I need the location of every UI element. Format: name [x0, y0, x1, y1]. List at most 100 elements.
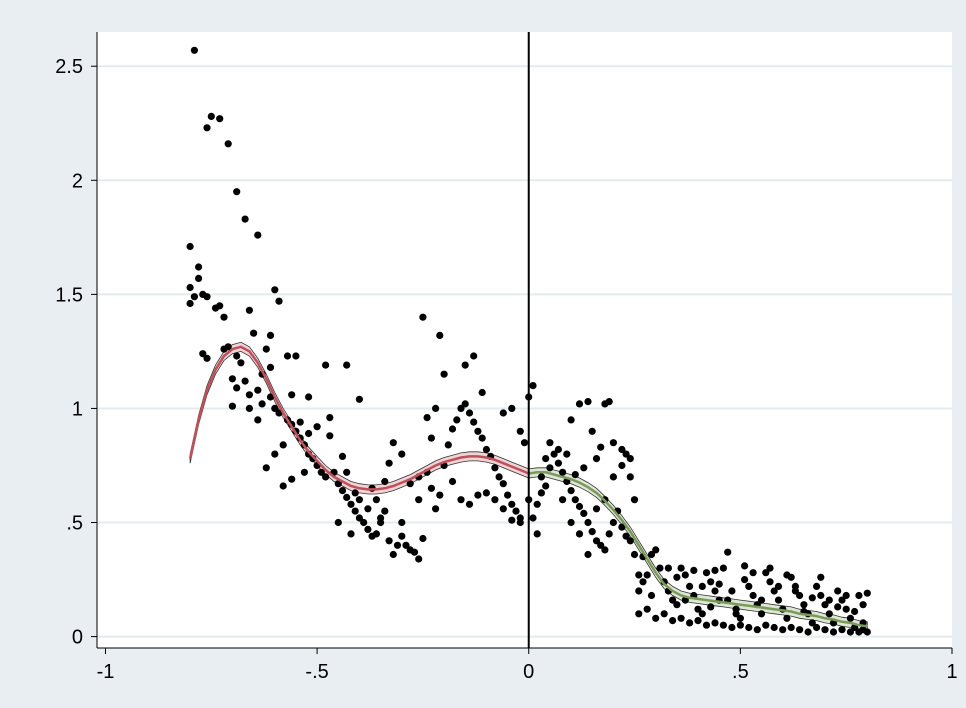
- data-point: [419, 534, 427, 543]
- data-point: [351, 489, 359, 497]
- data-point: [271, 450, 279, 458]
- data-point: [457, 496, 465, 504]
- data-point: [360, 518, 368, 527]
- data-point: [385, 537, 393, 545]
- data-point: [783, 614, 791, 622]
- data-point: [588, 528, 596, 536]
- data-point: [266, 393, 275, 401]
- data-point: [821, 601, 829, 609]
- x-tick-label: 1: [946, 661, 957, 683]
- data-point: [618, 461, 626, 470]
- data-point: [825, 610, 833, 618]
- data-point: [482, 445, 490, 454]
- data-point: [817, 591, 825, 600]
- data-point: [288, 475, 296, 483]
- data-point: [639, 578, 647, 586]
- data-point: [736, 621, 745, 629]
- data-point: [448, 425, 457, 433]
- x-tick-label: 0: [523, 661, 534, 683]
- data-point: [542, 482, 550, 490]
- data-point: [271, 404, 279, 412]
- data-point: [465, 409, 474, 417]
- data-point: [592, 455, 601, 463]
- data-point: [482, 489, 490, 497]
- data-point: [808, 619, 816, 627]
- data-point: [702, 621, 711, 629]
- data-point: [444, 441, 452, 449]
- data-point: [626, 537, 634, 545]
- data-point: [770, 623, 778, 632]
- y-tick-label: 2: [72, 170, 83, 192]
- data-point: [453, 416, 461, 424]
- data-point: [296, 418, 304, 426]
- data-point: [724, 548, 732, 556]
- data-point: [410, 548, 419, 556]
- data-point: [774, 582, 783, 591]
- data-point: [440, 370, 448, 378]
- data-point: [470, 352, 478, 360]
- data-point: [630, 496, 639, 504]
- data-point: [470, 418, 478, 426]
- data-point: [275, 409, 283, 417]
- data-point: [698, 582, 706, 591]
- data-point: [313, 423, 321, 431]
- data-point: [338, 452, 347, 460]
- data-point: [355, 496, 363, 504]
- data-point: [741, 562, 749, 570]
- data-point: [630, 550, 639, 559]
- data-point: [618, 445, 626, 454]
- data-point: [762, 569, 770, 577]
- data-point: [499, 409, 507, 417]
- data-point: [694, 605, 702, 613]
- data-point: [207, 112, 215, 120]
- data-point: [364, 505, 372, 513]
- data-point: [664, 564, 673, 572]
- data-point: [377, 514, 385, 522]
- data-point: [571, 471, 579, 479]
- data-point: [652, 614, 660, 622]
- data-point: [796, 626, 804, 634]
- data-point: [804, 628, 812, 636]
- left-fit-line: [188, 345, 530, 491]
- data-point: [491, 464, 499, 472]
- data-point: [825, 596, 833, 604]
- data-point: [415, 555, 423, 563]
- data-point: [609, 473, 618, 481]
- data-point: [597, 541, 605, 549]
- data-point: [326, 414, 334, 422]
- data-point: [461, 400, 469, 408]
- y-tick-label: 0: [72, 627, 83, 649]
- data-point: [415, 496, 423, 504]
- data-point: [605, 398, 613, 406]
- data-point: [334, 518, 342, 527]
- data-point: [499, 480, 507, 488]
- data-point: [533, 500, 541, 508]
- data-point: [736, 614, 745, 622]
- data-point: [220, 313, 228, 321]
- data-point: [635, 571, 643, 579]
- data-point: [575, 400, 584, 408]
- data-point: [262, 345, 270, 353]
- data-point: [266, 331, 275, 339]
- data-point: [537, 489, 546, 497]
- data-point: [195, 274, 203, 282]
- data-point: [673, 573, 681, 581]
- data-point: [322, 361, 330, 369]
- data-point: [618, 523, 626, 531]
- data-point: [863, 589, 871, 597]
- data-point: [821, 626, 829, 634]
- data-point: [622, 450, 630, 458]
- data-point: [567, 518, 575, 527]
- data-point: [635, 610, 643, 618]
- data-point: [741, 576, 749, 584]
- data-point: [707, 603, 715, 611]
- data-point: [351, 507, 359, 515]
- data-point: [254, 416, 262, 424]
- data-point: [186, 242, 194, 251]
- data-point: [715, 580, 723, 588]
- data-point: [542, 455, 550, 463]
- data-point: [423, 414, 431, 422]
- data-point: [436, 491, 444, 499]
